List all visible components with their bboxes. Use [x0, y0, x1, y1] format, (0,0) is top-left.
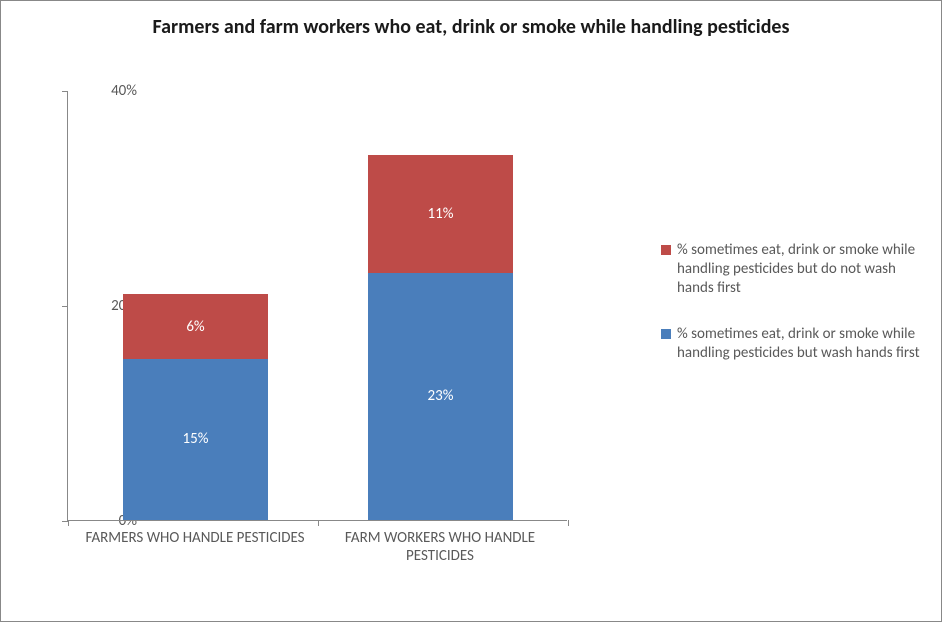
x-tick-mark: [568, 520, 569, 526]
y-tick-mark: [62, 306, 68, 307]
x-tick-mark: [318, 520, 319, 526]
bar-value-label: 11%: [368, 205, 513, 223]
legend-item-no-wash: % sometimes eat, drink or smoke while ha…: [661, 241, 921, 297]
bar-value-label: 6%: [123, 318, 268, 336]
legend-swatch: [661, 245, 671, 255]
plot-wrap: 0% 20% 40% 15% 6%: [67, 91, 647, 601]
chart-body: 0% 20% 40% 15% 6%: [1, 91, 941, 601]
chart-container: Farmers and farm workers who eat, drink …: [0, 0, 942, 622]
plot-area: 15% 6% 23% 11%: [67, 91, 567, 521]
legend-label: % sometimes eat, drink or smoke while ha…: [677, 241, 921, 297]
chart-title: Farmers and farm workers who eat, drink …: [1, 1, 941, 46]
x-tick-mark: [68, 520, 69, 526]
bar-value-label: 23%: [368, 387, 513, 405]
legend-swatch: [661, 329, 671, 339]
legend-label: % sometimes eat, drink or smoke while ha…: [677, 325, 921, 363]
x-category-label: FARM WORKERS WHO HANDLE PESTICIDES: [330, 529, 550, 565]
legend-item-wash: % sometimes eat, drink or smoke while ha…: [661, 325, 921, 363]
bar-value-label: 15%: [123, 430, 268, 448]
y-tick-mark: [62, 91, 68, 92]
legend: % sometimes eat, drink or smoke while ha…: [661, 241, 921, 391]
x-category-label: FARMERS WHO HANDLE PESTICIDES: [85, 529, 305, 547]
